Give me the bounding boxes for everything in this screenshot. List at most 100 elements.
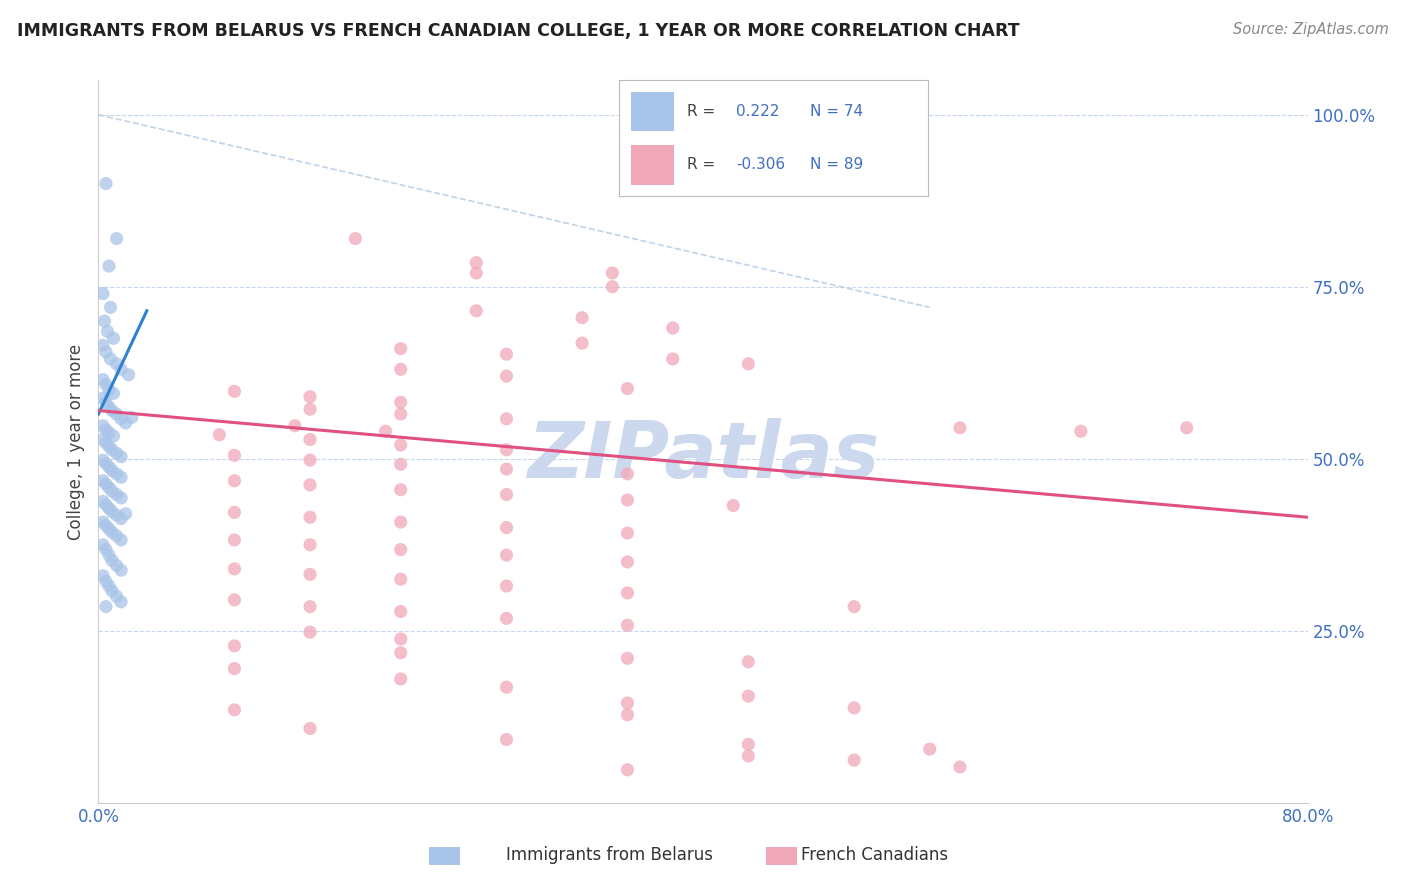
Point [918,742,941,756]
Text: R =: R = [686,104,714,120]
Point [110,595,132,609]
Point [389,438,412,452]
Point [389,572,412,586]
Point [100,351,122,366]
Point [121,410,143,425]
Point [101,484,124,499]
Text: -0.306: -0.306 [737,157,786,172]
Point [737,689,759,703]
Point [114,507,136,521]
Point [495,520,517,534]
Point [105,446,128,460]
Point [101,463,124,477]
Point [389,632,412,646]
Point [737,655,759,669]
Text: N = 74: N = 74 [810,104,863,120]
Point [101,583,124,598]
Point [465,303,488,318]
Point [101,442,124,457]
Point [616,382,638,396]
Point [105,558,128,573]
Point [105,529,128,543]
Text: 0.222: 0.222 [737,104,779,120]
Point [571,310,593,325]
Point [94,518,117,533]
Point [495,369,517,384]
Point [101,403,124,417]
Y-axis label: College, 1 year or more: College, 1 year or more [67,343,86,540]
Point [299,453,322,467]
Point [224,384,246,399]
Text: Source: ZipAtlas.com: Source: ZipAtlas.com [1233,22,1389,37]
Point [91,286,114,301]
Text: ZIPatlas: ZIPatlas [527,418,879,494]
Point [299,478,322,492]
Point [94,542,117,557]
Point [299,625,322,640]
Point [91,391,114,405]
Point [98,460,121,475]
Point [602,266,624,280]
Point [299,599,322,614]
Point [224,533,246,547]
Bar [631,145,675,185]
Point [495,548,517,562]
Point [91,453,114,467]
Text: R =: R = [686,157,714,172]
Point [98,400,121,414]
Point [602,279,624,293]
Point [495,680,517,694]
Point [374,424,396,438]
Point [110,450,132,464]
Point [389,542,412,557]
Point [101,505,124,519]
Point [299,402,322,417]
Point [98,548,121,562]
Point [110,491,132,505]
Point [389,605,412,619]
Point [91,418,114,433]
Point [616,526,638,541]
Point [208,427,231,442]
Point [105,231,128,245]
Point [98,501,121,516]
Point [949,760,972,774]
Point [105,407,128,421]
Point [91,474,114,488]
Point [465,266,488,280]
Point [889,108,911,122]
Point [616,493,638,508]
Point [844,599,866,614]
Point [91,515,114,529]
Point [110,533,132,547]
Point [224,562,246,576]
Point [96,325,118,339]
Point [616,696,638,710]
Point [616,586,638,600]
Point [98,579,121,593]
Point [103,331,125,345]
Point [616,763,638,777]
Point [105,487,128,501]
Point [91,433,114,447]
Point [299,567,322,582]
Point [105,357,128,371]
Bar [631,92,675,131]
Point [91,338,114,352]
Point [94,457,117,471]
Point [299,433,322,447]
Point [94,395,117,409]
Point [101,525,124,540]
Point [94,574,117,589]
Point [91,373,114,387]
Point [299,722,322,736]
Point [389,362,412,376]
Point [105,467,128,481]
Point [389,515,412,529]
Point [91,568,114,582]
Point [495,347,517,361]
Point [224,639,246,653]
Point [389,407,412,421]
Point [94,599,117,614]
Text: French Canadians: French Canadians [801,846,949,863]
